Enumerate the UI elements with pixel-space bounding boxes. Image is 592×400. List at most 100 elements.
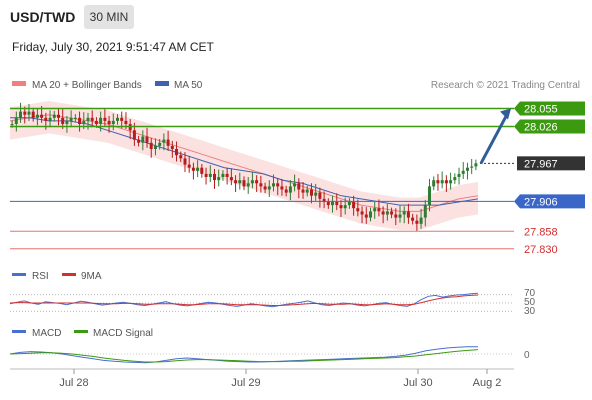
candle-body	[415, 220, 419, 224]
candle-body	[225, 173, 229, 177]
candle-body	[276, 183, 280, 187]
candle-body	[69, 117, 73, 121]
candle-body	[406, 211, 410, 218]
candle-body	[360, 211, 364, 215]
price-levels: 28.055 28.026 27.967 27.906 27.858 27.830	[10, 101, 585, 256]
macd-legend-label: MACD	[32, 328, 61, 339]
candle-body	[301, 189, 305, 193]
candle-body	[310, 189, 313, 196]
candle-body	[356, 208, 360, 212]
candle-body	[242, 180, 246, 187]
chart-header: USD/TWD 30 MIN	[0, 0, 592, 34]
macd-legend-swatch	[12, 330, 26, 333]
candle-body	[154, 145, 157, 149]
candle-body	[280, 186, 284, 190]
resistance-label: 28.055	[524, 103, 558, 115]
candle-body	[457, 173, 461, 177]
candle-body	[213, 173, 216, 181]
projection-arrowhead	[500, 108, 511, 120]
candle-body	[229, 177, 233, 181]
candle-body	[86, 117, 90, 121]
candle-body	[284, 189, 288, 193]
candle-body	[263, 186, 267, 190]
macd-signal-legend-label: MACD Signal	[93, 328, 153, 339]
rsi-legend-label: RSI	[32, 271, 49, 282]
x-axis: Jul 28 Jul 29 Jul 30 Aug 2	[59, 369, 501, 389]
candle-body	[339, 205, 343, 209]
candle-body	[208, 173, 212, 177]
rsi-level-30: 30	[524, 306, 536, 317]
candle-body	[145, 136, 149, 143]
candle-body	[288, 186, 292, 193]
candle-body	[175, 149, 178, 156]
candle-body	[23, 111, 27, 115]
candle-body	[149, 142, 153, 149]
candle-body	[255, 180, 259, 184]
candle-body	[137, 139, 141, 143]
resistance-label: 28.026	[524, 122, 558, 134]
rsi-level-50: 50	[524, 297, 536, 308]
candle-body	[90, 117, 94, 121]
candle-body	[170, 145, 174, 149]
x-tick-label: Jul 29	[231, 377, 260, 389]
candle-body	[52, 114, 56, 118]
pivot-tag	[514, 194, 585, 209]
candle-body	[162, 139, 166, 143]
timeframe-button[interactable]: 30 MIN	[84, 5, 134, 29]
candle-body	[65, 120, 69, 124]
resistance-tag	[514, 119, 585, 134]
ma50-legend-swatch	[155, 81, 169, 86]
candle-body	[200, 167, 204, 174]
candle-body	[259, 183, 263, 187]
candle-body	[267, 186, 271, 190]
rsi-level-70: 70	[524, 288, 536, 299]
ma20-legend-swatch	[12, 81, 26, 86]
macd-plot	[9, 346, 514, 364]
candle-body	[246, 183, 250, 187]
candle-body	[99, 117, 103, 124]
candle-body	[141, 136, 145, 143]
rsi-ma-line	[9, 294, 479, 306]
candle-body	[373, 208, 377, 212]
candle-body	[78, 117, 82, 124]
support-label: 27.830	[524, 244, 558, 256]
candle-body	[305, 189, 309, 193]
candle-body	[402, 211, 406, 215]
candle-body	[343, 205, 347, 209]
candle-body	[221, 173, 225, 177]
candle-body	[428, 186, 431, 206]
candle-body	[14, 117, 18, 124]
candle-body	[238, 180, 242, 184]
x-tick-label: Jul 28	[59, 377, 88, 389]
candle-body	[390, 211, 394, 215]
candle-body	[40, 114, 44, 118]
candle-body	[234, 180, 238, 184]
candle-body	[381, 211, 385, 215]
candle-body	[191, 167, 195, 171]
candle-body	[272, 183, 275, 187]
candle-body	[103, 117, 107, 121]
candle-body	[120, 117, 124, 121]
candle-body	[322, 198, 326, 202]
bollinger-band	[10, 101, 478, 231]
candle-body	[35, 114, 39, 118]
support-label: 27.858	[524, 226, 558, 238]
candle-body	[94, 120, 98, 124]
rsi-ma-legend-label: 9MA	[81, 271, 102, 282]
candle-body	[48, 117, 52, 121]
candle-body	[132, 130, 136, 140]
candle-body	[453, 177, 457, 181]
candle-body	[474, 163, 478, 167]
x-tick-label: Aug 2	[473, 377, 502, 389]
credit-label: Research © 2021 Trading Central	[431, 80, 580, 91]
candle-body	[470, 166, 474, 168]
macd-line	[9, 346, 478, 364]
candle-body	[331, 202, 334, 206]
candle-body	[204, 173, 208, 177]
candle-body	[166, 139, 170, 146]
candle-body	[196, 167, 200, 171]
candle-body	[31, 111, 35, 118]
x-tick-label: Jul 30	[403, 377, 432, 389]
candle-body	[27, 111, 31, 115]
candle-body	[347, 202, 351, 206]
